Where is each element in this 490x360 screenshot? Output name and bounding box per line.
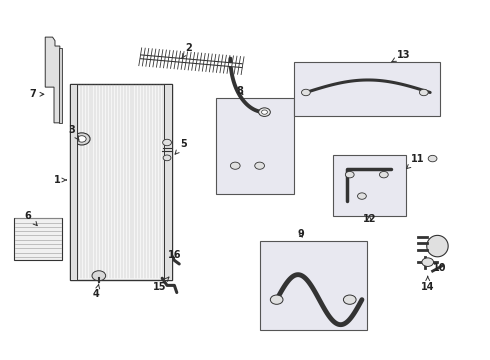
Text: 7: 7	[30, 89, 44, 99]
Circle shape	[358, 193, 367, 199]
Polygon shape	[45, 37, 60, 123]
Circle shape	[255, 162, 265, 169]
Bar	[260, 241, 367, 330]
Text: 14: 14	[421, 276, 435, 292]
Text: 2: 2	[182, 43, 193, 58]
Text: 10: 10	[433, 262, 447, 273]
Circle shape	[270, 295, 283, 304]
Text: 13: 13	[392, 50, 410, 62]
Text: 3: 3	[69, 125, 79, 140]
Circle shape	[74, 133, 90, 145]
Text: 1: 1	[54, 175, 67, 185]
Text: 4: 4	[93, 284, 100, 299]
Circle shape	[163, 155, 171, 161]
Text: 12: 12	[363, 214, 376, 224]
Bar	[164, 84, 172, 280]
Bar	[70, 84, 77, 280]
Bar	[216, 98, 294, 194]
Circle shape	[379, 171, 388, 178]
Text: 5: 5	[175, 139, 188, 154]
Bar	[59, 48, 62, 123]
Circle shape	[419, 89, 428, 96]
Circle shape	[259, 108, 270, 116]
Bar	[14, 217, 62, 260]
Circle shape	[343, 295, 356, 304]
Text: 8: 8	[237, 86, 244, 96]
Bar	[70, 84, 172, 280]
Circle shape	[92, 271, 106, 281]
Text: 11: 11	[407, 154, 425, 168]
Polygon shape	[427, 235, 448, 257]
Circle shape	[262, 110, 268, 114]
Circle shape	[422, 258, 434, 266]
Circle shape	[77, 136, 86, 142]
Circle shape	[163, 139, 172, 146]
Text: 6: 6	[25, 211, 37, 226]
Circle shape	[345, 171, 354, 178]
Circle shape	[428, 156, 437, 162]
Text: 9: 9	[297, 229, 304, 239]
Text: 15: 15	[153, 277, 169, 292]
Bar	[294, 62, 440, 116]
Text: 16: 16	[168, 250, 181, 260]
Bar	[333, 155, 406, 216]
Circle shape	[230, 162, 240, 169]
Circle shape	[301, 89, 310, 96]
